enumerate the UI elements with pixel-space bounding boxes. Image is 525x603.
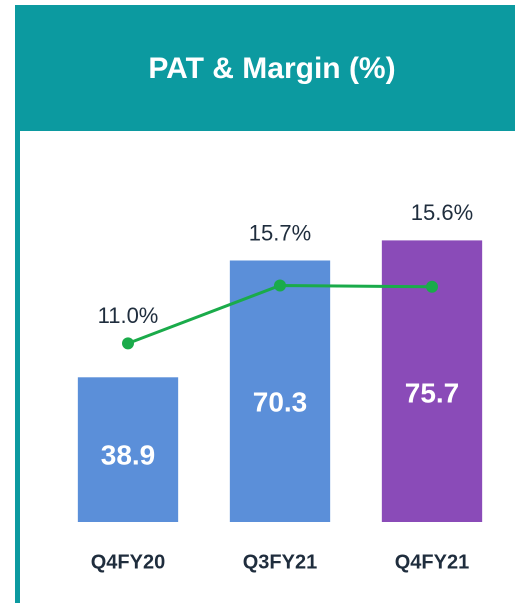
x-tick-label: Q4FY20 [91, 551, 165, 573]
x-tick-label: Q4FY21 [395, 551, 469, 573]
margin-point [426, 280, 438, 293]
bar-value-label: 70.3 [253, 387, 308, 418]
bar-value-label: 38.9 [101, 439, 156, 470]
bar [229, 260, 331, 522]
margin-point [122, 337, 134, 350]
left-border [15, 131, 20, 603]
margin-label: 11.0% [98, 303, 159, 328]
bar-value-label: 75.7 [405, 378, 460, 409]
margin-point [274, 279, 286, 292]
header [15, 5, 515, 131]
margin-label: 15.7% [249, 220, 311, 245]
margin-label: 15.6% [411, 200, 473, 225]
x-tick-label: Q3FY21 [243, 551, 317, 573]
bar [77, 377, 179, 522]
chart-title: PAT & Margin (%) [148, 52, 395, 85]
